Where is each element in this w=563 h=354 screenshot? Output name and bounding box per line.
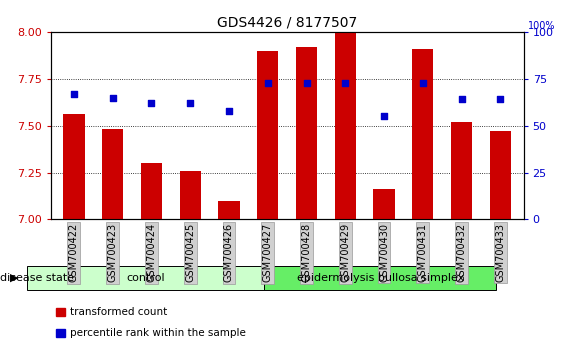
Bar bbox=[63, 114, 84, 219]
Text: epidermolysis bullosa simplex: epidermolysis bullosa simplex bbox=[297, 273, 464, 283]
Text: ▶: ▶ bbox=[11, 273, 19, 283]
Point bbox=[496, 97, 505, 102]
Text: GSM700425: GSM700425 bbox=[185, 223, 195, 282]
Text: GSM700431: GSM700431 bbox=[418, 223, 428, 282]
Text: GSM700424: GSM700424 bbox=[146, 223, 157, 282]
Bar bbox=[180, 171, 201, 219]
Point bbox=[186, 100, 195, 106]
Point bbox=[341, 80, 350, 85]
Text: GSM700429: GSM700429 bbox=[340, 223, 350, 282]
Bar bbox=[490, 131, 511, 219]
Text: GSM700423: GSM700423 bbox=[108, 223, 118, 282]
Bar bbox=[218, 201, 240, 219]
Bar bbox=[334, 32, 356, 219]
Point bbox=[302, 80, 311, 85]
Text: GSM700432: GSM700432 bbox=[457, 223, 467, 282]
Point bbox=[379, 113, 388, 119]
Title: GDS4426 / 8177507: GDS4426 / 8177507 bbox=[217, 15, 358, 29]
Point bbox=[69, 91, 78, 97]
Text: disease state: disease state bbox=[0, 273, 78, 283]
Text: 100%: 100% bbox=[528, 21, 556, 31]
Text: GSM700422: GSM700422 bbox=[69, 223, 79, 282]
Text: GSM700433: GSM700433 bbox=[495, 223, 506, 282]
Point bbox=[108, 95, 117, 101]
Text: percentile rank within the sample: percentile rank within the sample bbox=[70, 328, 246, 338]
Bar bbox=[412, 49, 434, 219]
Bar bbox=[296, 47, 317, 219]
Text: GSM700430: GSM700430 bbox=[379, 223, 389, 282]
Point bbox=[418, 80, 427, 85]
Text: GSM700427: GSM700427 bbox=[263, 223, 272, 282]
Point bbox=[457, 97, 466, 102]
Text: GSM700428: GSM700428 bbox=[302, 223, 311, 282]
Text: GSM700426: GSM700426 bbox=[224, 223, 234, 282]
Bar bbox=[102, 130, 123, 219]
Bar bbox=[257, 51, 279, 219]
Text: transformed count: transformed count bbox=[70, 307, 168, 316]
Point bbox=[147, 100, 156, 106]
Text: control: control bbox=[126, 273, 165, 283]
Point bbox=[225, 108, 234, 114]
Bar bbox=[451, 122, 472, 219]
Bar bbox=[373, 189, 395, 219]
Point bbox=[263, 80, 272, 85]
Bar bbox=[141, 163, 162, 219]
